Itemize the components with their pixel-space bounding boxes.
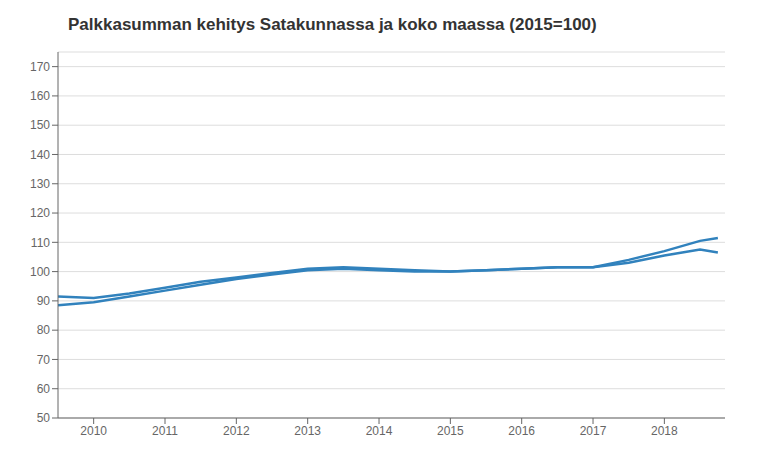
svg-text:2012: 2012 [223,424,250,438]
svg-text:80: 80 [37,323,51,337]
svg-text:2013: 2013 [294,424,321,438]
svg-text:90: 90 [37,294,51,308]
svg-text:140: 140 [30,148,50,162]
svg-text:130: 130 [30,177,50,191]
svg-text:170: 170 [30,60,50,74]
html-text:Palkkasumman kehitys Satakunna: Palkkasumman kehitys Satakunnassa ja kok… [68,15,597,34]
svg-text:50: 50 [37,411,51,425]
svg-text:2010: 2010 [80,424,107,438]
svg-text:2016: 2016 [508,424,535,438]
svg-text:60: 60 [37,382,51,396]
svg-text:2018: 2018 [651,424,678,438]
svg-text:2015: 2015 [437,424,464,438]
svg-text:160: 160 [30,89,50,103]
svg-text:100: 100 [30,265,50,279]
svg-text:70: 70 [37,353,51,367]
svg-text:2011: 2011 [152,424,178,438]
svg-text:120: 120 [30,206,50,220]
svg-text:110: 110 [31,236,50,250]
svg-text:2014: 2014 [366,424,393,438]
svg-text:150: 150 [30,118,50,132]
svg-text:2017: 2017 [580,424,607,438]
